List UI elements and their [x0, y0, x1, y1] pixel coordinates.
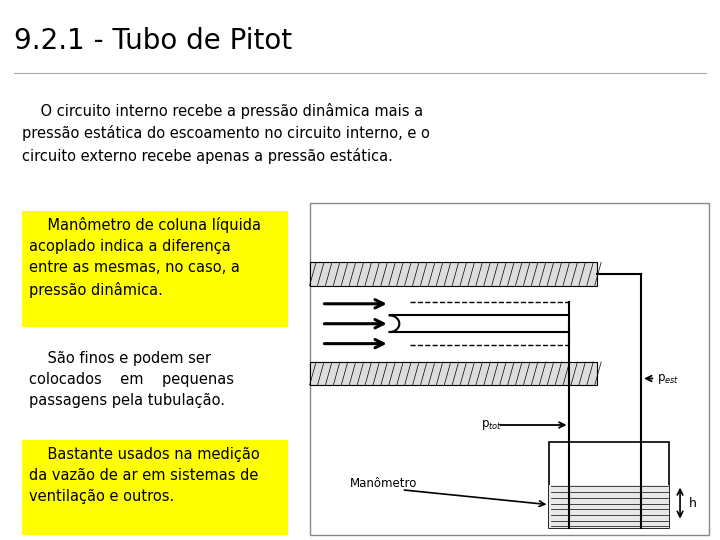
Bar — [310, 262, 598, 286]
Text: São finos e podem ser
colocados    em    pequenas
passagens pela tubulação.: São finos e podem ser colocados em peque… — [29, 351, 234, 408]
Bar — [22, 440, 288, 535]
Bar — [310, 202, 709, 535]
Bar — [549, 442, 669, 528]
Text: Manômetro de coluna líquida
acoplado indica a diferença
entre as mesmas, no caso: Manômetro de coluna líquida acoplado ind… — [29, 217, 261, 298]
Text: Manômetro: Manômetro — [350, 477, 417, 490]
Text: O circuito interno recebe a pressão dinâmica mais a
pressão estática do escoamen: O circuito interno recebe a pressão dinâ… — [22, 103, 429, 164]
Bar — [310, 362, 598, 385]
Text: 9.2.1 - Tubo de Pitot: 9.2.1 - Tubo de Pitot — [14, 27, 292, 55]
Text: p$_{est}$: p$_{est}$ — [657, 372, 680, 386]
Text: p$_{tot}$: p$_{tot}$ — [482, 418, 503, 432]
Text: Bastante usados na medição
da vazão de ar em sistemas de
ventilação e outros.: Bastante usados na medição da vazão de a… — [29, 447, 259, 504]
Bar — [549, 485, 669, 528]
Bar — [22, 211, 288, 327]
Text: h: h — [688, 497, 696, 510]
Bar — [390, 315, 570, 332]
